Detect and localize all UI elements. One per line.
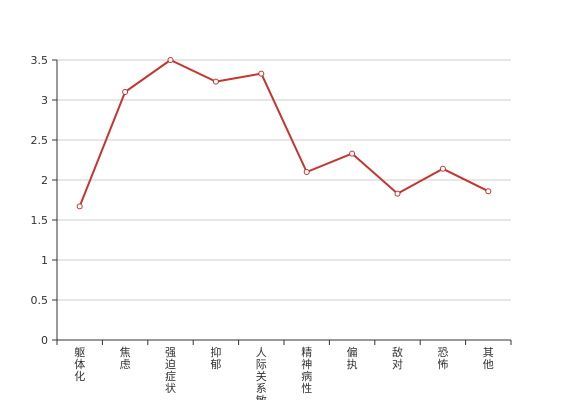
axes [52,59,512,345]
data-point [303,169,310,175]
data-point [212,78,219,85]
data-point [349,150,356,157]
y-tick-label: 1.5 [31,214,49,227]
y-axis-tick-labels: 0 0.5 1 1.5 2 2.5 3 3.5 [31,54,49,347]
y-tick-label: 0 [41,334,48,347]
x-tick-label: 恐怖 [437,346,448,371]
y-tick-label: 0.5 [31,294,49,307]
data-point [122,89,129,95]
data-point [76,203,83,210]
y-tick-label: 3.5 [31,54,49,67]
data-point [439,165,446,172]
x-tick-label: 偏执 [347,345,358,371]
x-tick-label: 焦虑 [120,346,131,371]
x-tick-label: 躯体化 [74,346,85,383]
data-point [167,57,174,63]
x-tick-label: 其他 [483,346,494,371]
data-point [485,188,492,195]
data-series [76,57,492,210]
grid-lines [57,59,511,301]
data-point [258,70,265,77]
x-tick-label: 精神病性 [301,346,312,395]
x-tick-label: 敌对 [392,345,403,371]
y-tick-label: 3 [41,94,48,107]
y-tick-label: 2.5 [31,134,49,147]
x-axis-tick-labels: 躯体化 焦虑 强迫症状 抑郁 人际关系敏感 精神病性 偏执 敌对 恐怖 其他 [74,345,494,404]
data-point [394,190,401,197]
x-tick-label: 人际关系敏感 [256,346,267,400]
series-line [78,59,489,207]
y-tick-label: 2 [41,174,48,187]
x-tick-label: 强迫症状 [165,346,176,395]
x-tick-label: 抑郁 [210,345,221,371]
y-tick-label: 1 [41,254,48,267]
